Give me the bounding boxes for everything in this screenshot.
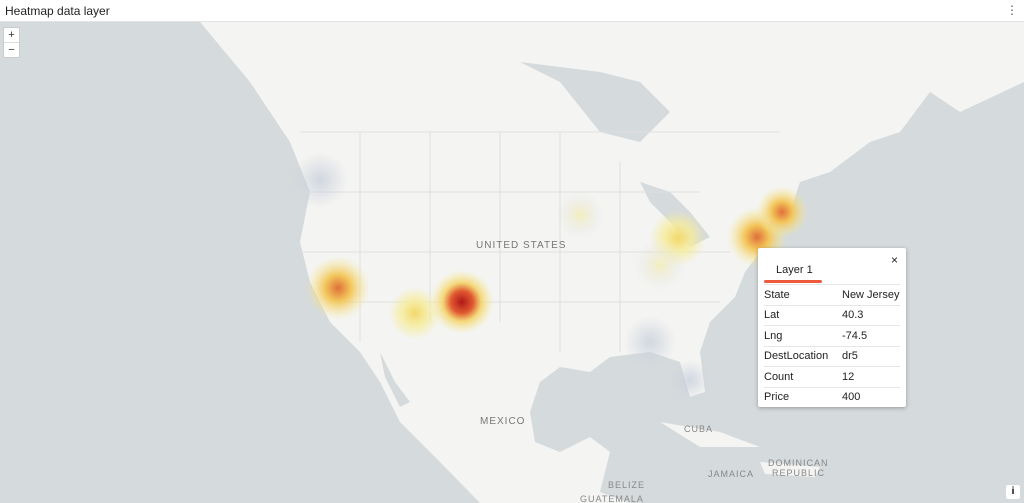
label-guatemala: GUATEMALA	[580, 494, 644, 503]
label-dominican: DOMINICAN	[768, 458, 829, 468]
page-title: Heatmap data layer	[5, 4, 110, 18]
heat-spot	[556, 191, 604, 239]
label-jamaica: JAMAICA	[708, 469, 755, 479]
close-icon[interactable]: ×	[890, 253, 898, 267]
table-row: Lat 40.3	[764, 304, 900, 326]
heat-spot	[624, 316, 676, 368]
vertical-ellipsis-icon[interactable]: ⋮	[1006, 3, 1018, 17]
tab-layer-1[interactable]: Layer 1	[776, 264, 813, 276]
heat-spot	[306, 256, 370, 320]
active-tab-indicator	[764, 280, 822, 283]
heat-spot	[634, 239, 686, 291]
table-row: State New Jersey	[764, 284, 900, 305]
heat-spot	[430, 270, 494, 334]
zoom-in-button[interactable]: +	[8, 29, 15, 41]
header: Heatmap data layer ⋮	[0, 0, 1024, 22]
table-row: Lng -74.5	[764, 325, 900, 346]
label-cuba: CUBA	[684, 424, 714, 434]
land-north-america	[200, 22, 1024, 503]
heat-spot	[292, 152, 348, 208]
heat-spot	[389, 287, 441, 339]
label-united-states: UNITED STATES	[476, 240, 567, 251]
label-republic: REPUBLIC	[772, 468, 826, 478]
attribute-table: State New Jersey Lat 40.3 Lng -74.5 DestLoc…	[764, 284, 900, 407]
zoom-out-button[interactable]: −	[4, 42, 19, 57]
heat-spot	[670, 360, 710, 400]
table-row: DestLocation dr5	[764, 345, 900, 367]
heat-spot	[756, 186, 808, 238]
basemap	[200, 22, 1024, 503]
label-mexico: MEXICO	[480, 416, 526, 427]
info-button[interactable]: i	[1006, 485, 1020, 499]
zoom-control: + −	[3, 27, 20, 58]
table-row: Price 400	[764, 386, 900, 408]
feature-popup: × Layer 1 State New Jersey Lat 40.3 Lng -74…	[758, 248, 906, 407]
label-belize: BELIZE	[608, 480, 646, 490]
table-row: Count 12	[764, 366, 900, 387]
heatmap-layer	[292, 152, 808, 400]
